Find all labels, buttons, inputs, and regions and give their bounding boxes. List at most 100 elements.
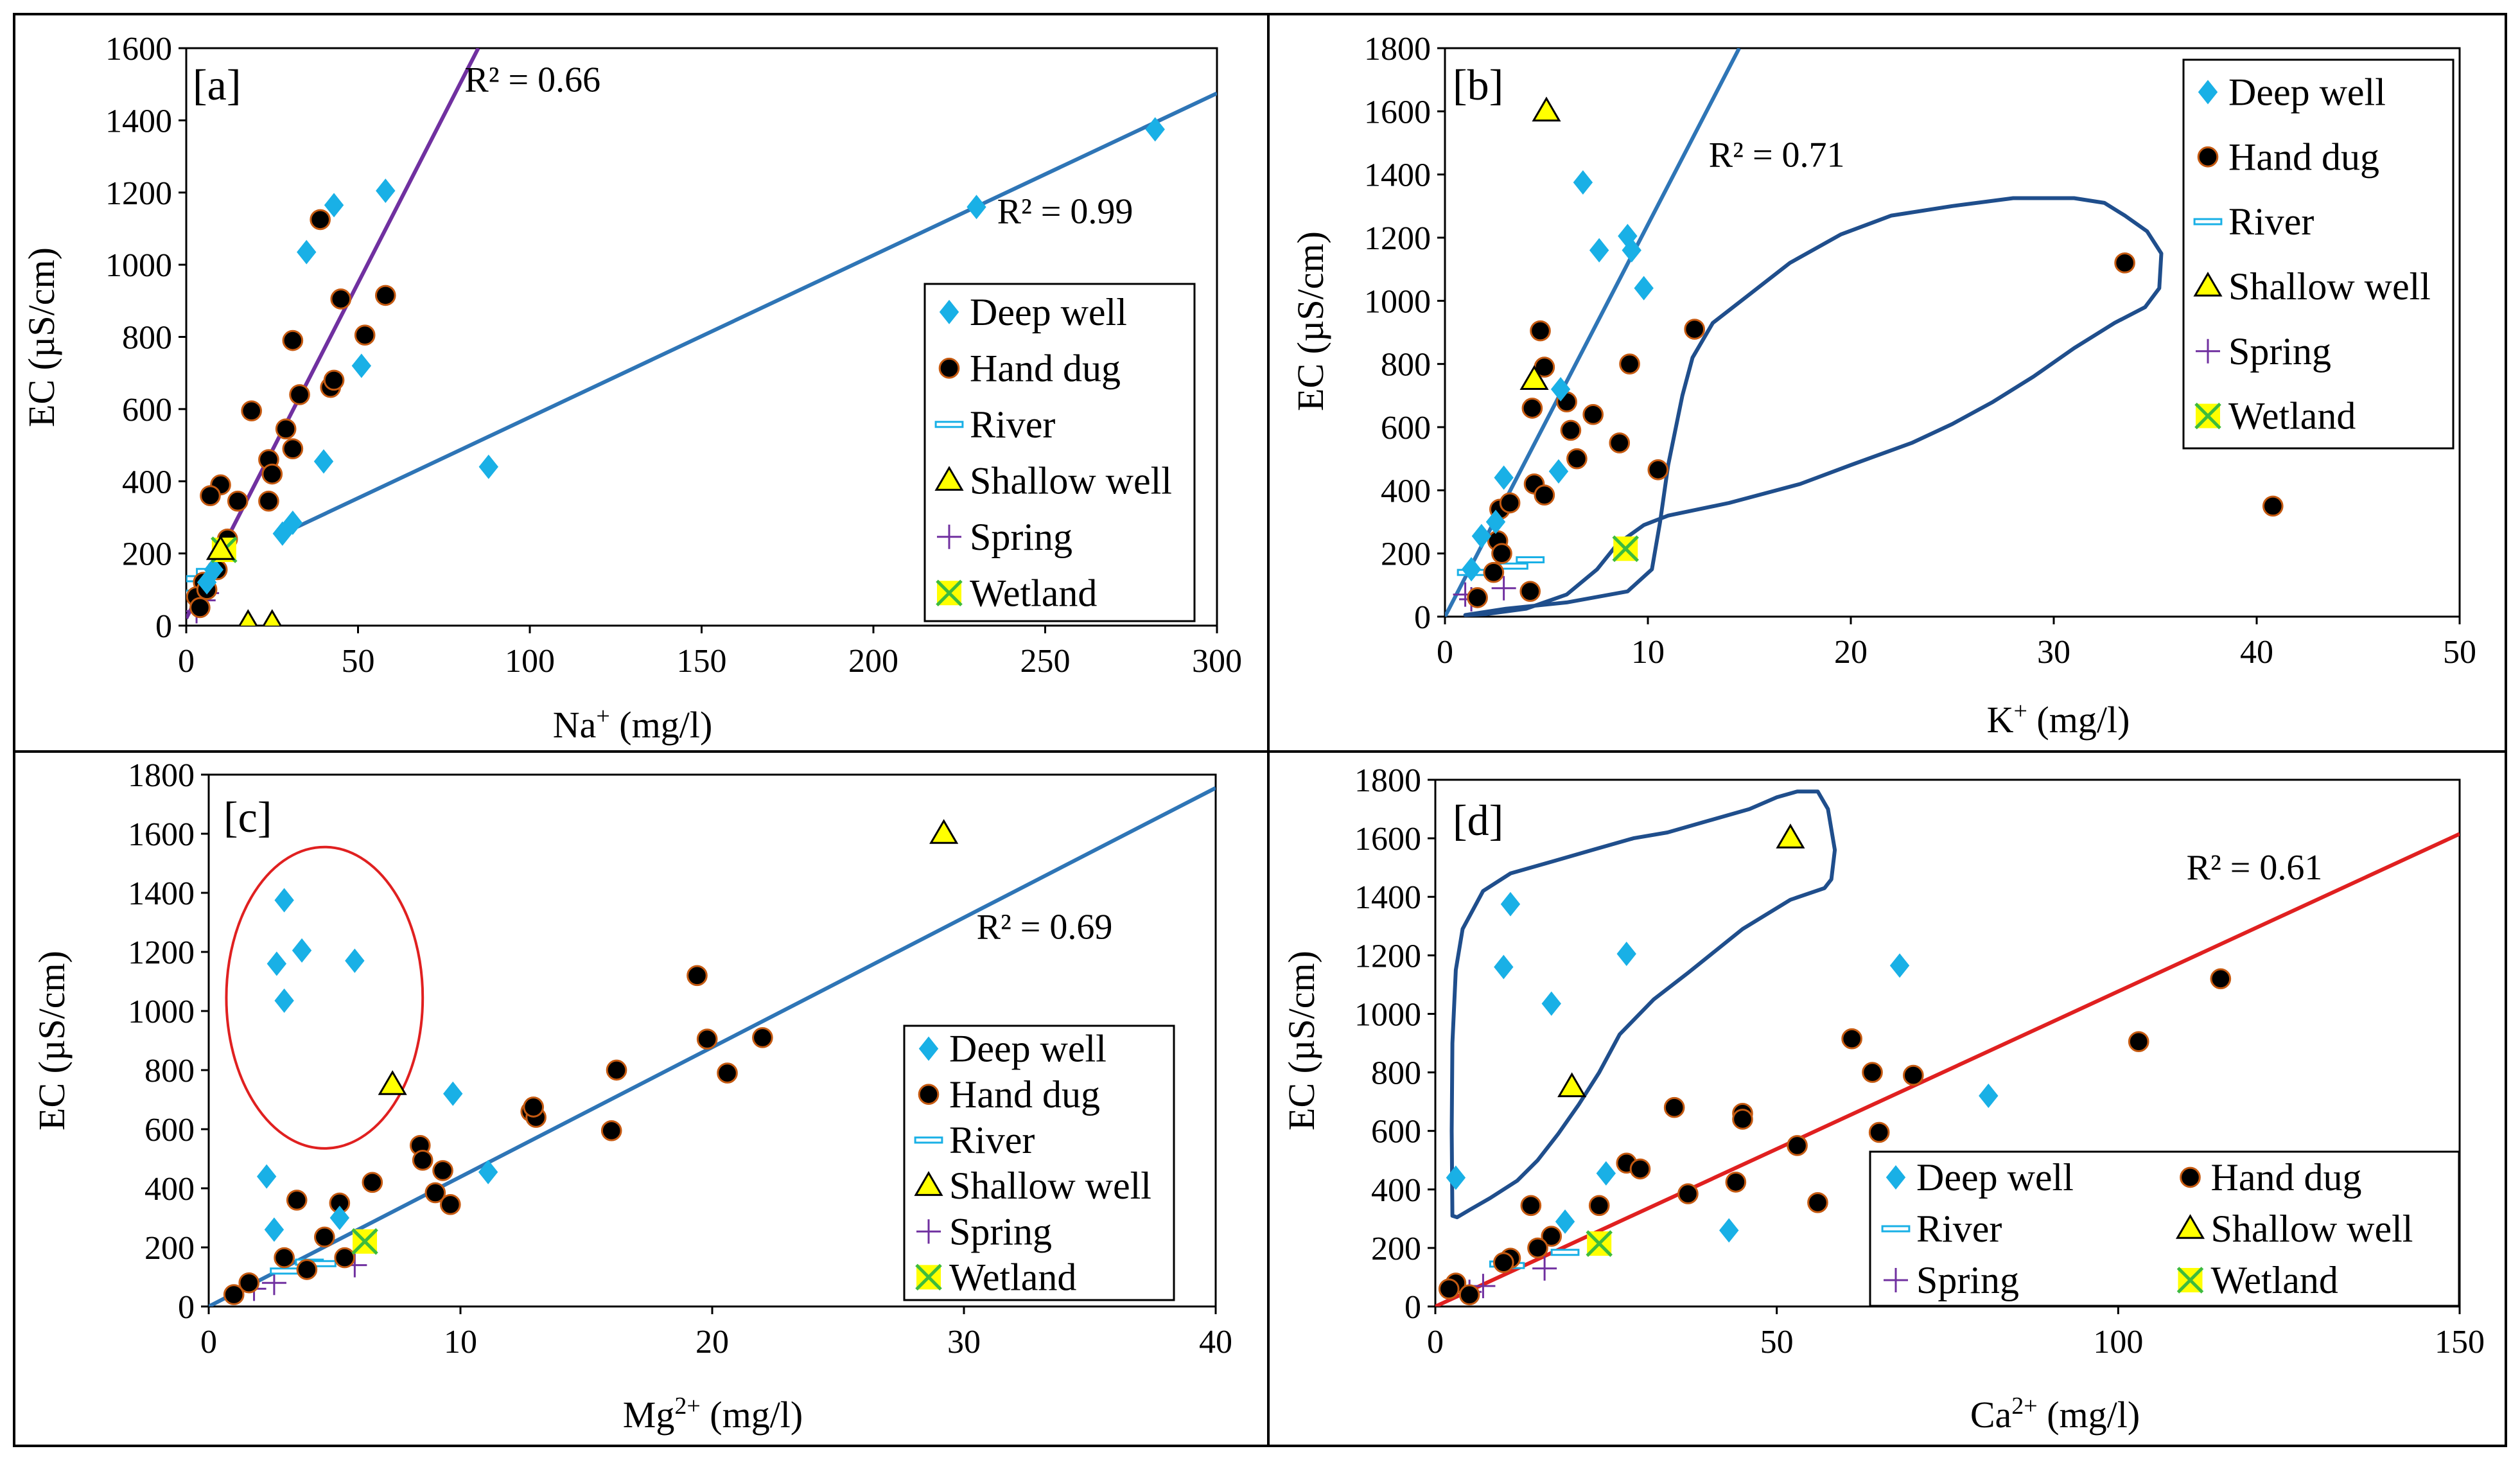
y-tick-label: 1000 xyxy=(105,247,172,284)
point-deep-well xyxy=(267,951,287,976)
point-hand-dug xyxy=(1560,419,1582,441)
legend-marker-spring xyxy=(1884,1268,1908,1292)
panel-b: 0 200 400 600 800 1000 1200 1400 1600 1800 0 10 20 30… xyxy=(1290,31,2476,741)
x-tick-label: 20 xyxy=(1834,634,1868,671)
point-hand-dug xyxy=(1619,353,1640,374)
point-deep-well xyxy=(1485,509,1506,534)
point-hand-dug xyxy=(1438,1278,1460,1299)
point-shallow-well xyxy=(1519,365,1549,390)
point-deep-well xyxy=(292,938,312,963)
point-deep-well xyxy=(1550,377,1571,401)
point-hand-dug xyxy=(1467,587,1488,608)
point-deep-well xyxy=(1555,1209,1575,1234)
point-hand-dug xyxy=(1732,1109,1753,1130)
point-river xyxy=(270,1267,299,1275)
y-tick-label: 1800 xyxy=(128,757,195,794)
y-tick-label: 1400 xyxy=(105,103,172,139)
point-hand-dug xyxy=(296,1259,318,1280)
point-deep-well xyxy=(1596,1161,1616,1186)
point-shallow-well xyxy=(262,609,282,626)
r-squared-annotation: R² = 0.69 xyxy=(977,907,1113,947)
point-deep-well xyxy=(1979,1084,1999,1108)
point-hand-dug xyxy=(1566,448,1588,470)
r-squared-annotation: R² = 0.99 xyxy=(997,192,1133,232)
point-hand-dug xyxy=(1787,1135,1808,1156)
y-tick-label: 600 xyxy=(144,1112,195,1148)
y-tick-label: 600 xyxy=(122,392,172,428)
point-hand-dug xyxy=(1521,398,1543,419)
point-deep-well xyxy=(272,521,292,546)
point-hand-dug xyxy=(1458,1284,1480,1306)
point-wetland xyxy=(1586,1230,1613,1257)
y-tick-label: 1200 xyxy=(1364,220,1431,257)
r-squared-annotation: R² = 0.61 xyxy=(2187,848,2323,888)
point-river xyxy=(1500,562,1528,570)
point-hand-dug xyxy=(1493,1252,1514,1273)
point-deep-well xyxy=(1494,465,1514,490)
point-deep-well xyxy=(1541,991,1561,1016)
x-tick-label: 50 xyxy=(342,643,375,680)
y-tick-label: 0 xyxy=(1414,599,1431,636)
legend-box xyxy=(903,1025,1175,1301)
point-deep-well xyxy=(351,353,372,378)
y-tick-label: 1600 xyxy=(105,31,172,67)
y-tick-label: 1800 xyxy=(1364,31,1431,67)
x-tick-label: 0 xyxy=(178,643,195,680)
x-tick-label: 40 xyxy=(2240,634,2273,671)
point-hand-dug xyxy=(432,1160,453,1181)
panel-tag: [b] xyxy=(1453,60,1503,109)
point-deep-well xyxy=(478,454,498,479)
point-spring xyxy=(1532,1256,1557,1281)
point-deep-well xyxy=(274,988,294,1013)
point-hand-dug xyxy=(1609,432,1631,453)
x-tick-label: 0 xyxy=(1437,634,1453,671)
legend-box xyxy=(923,283,1196,622)
y-axis-label: EC (µS/cm) xyxy=(21,247,62,427)
legend-entry: Wetland xyxy=(2228,395,2356,437)
point-hand-dug xyxy=(323,369,345,391)
legend-entry: Spring xyxy=(1916,1259,2019,1301)
point-hand-dug xyxy=(258,490,279,512)
legend-marker-shallow-well xyxy=(2193,271,2223,297)
point-hand-dug xyxy=(189,597,211,619)
figure-frame xyxy=(13,13,2507,1447)
point-hand-dug xyxy=(1868,1121,1890,1143)
point-hand-dug xyxy=(282,330,304,351)
point-deep-well xyxy=(1573,170,1593,195)
legend-marker-river xyxy=(2193,218,2223,225)
legend-marker-shallow-well xyxy=(2175,1214,2205,1239)
legend-entry: Shallow well xyxy=(2211,1208,2413,1250)
point-hand-dug xyxy=(2128,1031,2149,1053)
x-tick-label: 30 xyxy=(947,1324,981,1360)
legend-marker-river xyxy=(914,1136,943,1144)
point-deep-well xyxy=(1461,557,1482,582)
x-axis-label: Mg2+ (mg/l) xyxy=(623,1393,803,1436)
legend: Deep well Hand dug River Shallow well Spring… xyxy=(1869,1150,2460,1307)
legend-marker-river xyxy=(934,421,964,428)
x-tick-label: 100 xyxy=(2093,1324,2143,1360)
y-tick-label: 800 xyxy=(1381,347,1431,383)
legend-entry: Wetland xyxy=(2211,1259,2338,1301)
legend-marker-spring xyxy=(916,1219,941,1244)
y-tick-label: 600 xyxy=(1381,410,1431,446)
point-deep-well xyxy=(329,1206,350,1230)
y-tick-label: 1400 xyxy=(128,875,195,912)
point-hand-dug xyxy=(310,209,331,231)
point-deep-well xyxy=(967,195,986,220)
point-hand-dug xyxy=(412,1149,433,1171)
legend-box xyxy=(2182,58,2454,450)
point-spring xyxy=(261,1271,286,1296)
point-deep-well xyxy=(274,888,294,913)
x-tick-label: 100 xyxy=(505,643,555,680)
legend-entry: Wetland xyxy=(949,1256,1076,1298)
point-wetland xyxy=(351,1228,378,1255)
legend-marker-hand-dug xyxy=(918,1084,940,1105)
y-tick-label: 1000 xyxy=(128,994,195,1030)
highlight-envelope xyxy=(1449,789,1837,1220)
point-hand-dug xyxy=(1541,1226,1562,1247)
y-tick-label: 400 xyxy=(122,464,172,500)
point-hand-dug xyxy=(1629,1158,1651,1180)
y-tick-label: 1400 xyxy=(1364,157,1431,194)
legend-entry: Shallow well xyxy=(970,459,1172,502)
y-tick-label: 1000 xyxy=(1364,283,1431,320)
